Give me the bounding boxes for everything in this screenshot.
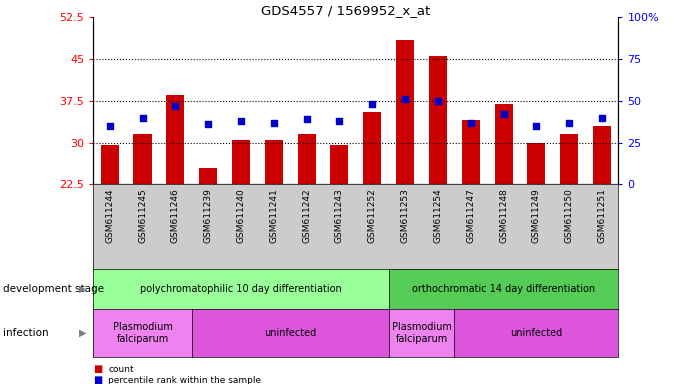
Bar [330, 146, 348, 184]
Text: ▶: ▶ [79, 328, 86, 338]
Text: orthochromatic 14 day differentiation: orthochromatic 14 day differentiation [412, 284, 595, 294]
Point [531, 123, 542, 129]
Text: ■: ■ [93, 375, 102, 384]
Point [334, 118, 345, 124]
Text: GSM611252: GSM611252 [368, 189, 377, 243]
Point [399, 96, 410, 102]
Point [433, 98, 444, 104]
Point [596, 114, 607, 121]
Bar [527, 142, 545, 184]
Bar [495, 104, 513, 184]
Point [301, 116, 312, 122]
Bar [363, 112, 381, 184]
Text: GSM611243: GSM611243 [335, 189, 344, 243]
Text: GSM611248: GSM611248 [499, 189, 508, 243]
Text: GSM611246: GSM611246 [171, 189, 180, 243]
Bar [593, 126, 611, 184]
Text: GSM611253: GSM611253 [401, 189, 410, 243]
Point [465, 119, 476, 126]
Point [170, 103, 181, 109]
Text: Plasmodium
falciparum: Plasmodium falciparum [392, 322, 451, 344]
Text: polychromatophilic 10 day differentiation: polychromatophilic 10 day differentiatio… [140, 284, 342, 294]
Text: development stage: development stage [3, 284, 104, 294]
Text: Plasmodium
falciparum: Plasmodium falciparum [113, 322, 173, 344]
Text: uninfected: uninfected [510, 328, 562, 338]
Point [202, 121, 214, 127]
Bar [232, 140, 250, 184]
Point [367, 101, 378, 107]
Text: GSM611249: GSM611249 [532, 189, 541, 243]
Text: GSM611241: GSM611241 [269, 189, 278, 243]
Text: GSM611250: GSM611250 [565, 189, 574, 243]
Text: infection: infection [3, 328, 49, 338]
Bar [167, 95, 184, 184]
Bar [101, 146, 119, 184]
Point [104, 123, 115, 129]
Text: ■: ■ [93, 364, 102, 374]
Text: GSM611244: GSM611244 [105, 189, 114, 243]
Bar [199, 168, 217, 184]
Point [268, 119, 279, 126]
Bar [298, 134, 316, 184]
Point [236, 118, 247, 124]
Text: GSM611240: GSM611240 [236, 189, 245, 243]
Bar [429, 56, 447, 184]
Text: GSM611245: GSM611245 [138, 189, 147, 243]
Text: uninfected: uninfected [264, 328, 316, 338]
Bar [560, 134, 578, 184]
Bar [133, 134, 151, 184]
Text: GSM611254: GSM611254 [433, 189, 442, 243]
Bar [462, 120, 480, 184]
Text: ▶: ▶ [79, 284, 86, 294]
Bar [265, 140, 283, 184]
Text: count: count [108, 365, 134, 374]
Text: GSM611247: GSM611247 [466, 189, 475, 243]
Point [137, 114, 148, 121]
Point [498, 111, 509, 117]
Text: GDS4557 / 1569952_x_at: GDS4557 / 1569952_x_at [261, 4, 430, 17]
Text: GSM611251: GSM611251 [598, 189, 607, 243]
Text: GSM611239: GSM611239 [204, 189, 213, 243]
Text: GSM611242: GSM611242 [302, 189, 311, 243]
Text: percentile rank within the sample: percentile rank within the sample [108, 376, 262, 384]
Bar [396, 40, 414, 184]
Point [564, 119, 575, 126]
